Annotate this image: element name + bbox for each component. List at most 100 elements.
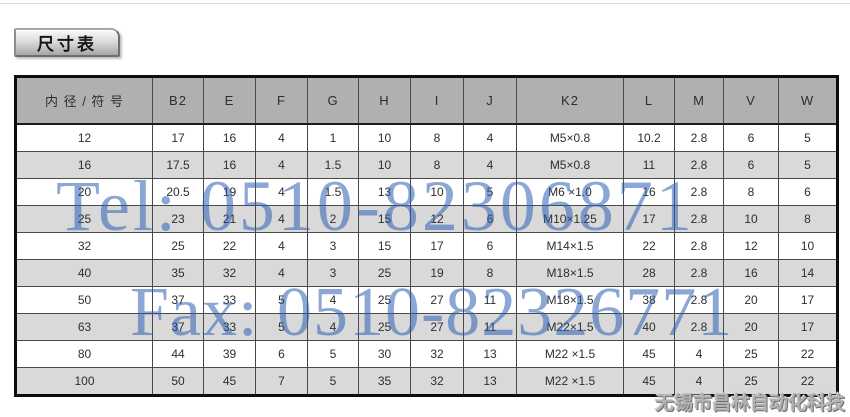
table-cell: 4 [307,313,359,341]
table-cell: 50 [15,286,153,314]
table-cell: 2.8 [674,232,724,260]
table-cell: 33 [203,313,256,341]
table-cell: 10 [723,205,779,233]
table-cell: 35 [358,367,411,396]
table-cell: 4 [255,123,308,152]
table-cell: 16 [15,151,153,179]
table-cell: 1.5 [307,151,359,179]
table-cell: 5 [255,313,308,341]
table-cell: 3 [307,259,359,287]
table-cell: 38 [623,286,675,314]
header-row: 内 径 / 符 号 B2 E F G H I J K2 L M V W [15,76,838,125]
table-cell: 8 [778,205,838,233]
page-title-label: 尺寸表 [37,35,97,54]
table-cell: 4 [307,286,359,314]
table-cell: 6 [255,340,308,368]
table-cell: M10×1.25 [516,205,624,233]
table-cell: 8 [463,259,517,287]
company-watermark: 无锡市昌林自动化科技 [654,393,845,414]
table-cell: 14 [778,259,838,287]
column-header: E [203,76,256,125]
column-header: B2 [152,76,204,125]
table-cell: 20 [723,286,779,314]
table-cell: 4 [255,205,308,233]
table-cell: 27 [410,286,464,314]
table-cell: 25 [723,367,779,396]
table-cell: 13 [358,178,411,206]
table-body: 12 17 16 4 1 10 8 4 M5×0.8 10.2 2.8 6 5 16 17.5 16 4 1.5 1… [15,123,838,396]
table-cell: 45 [623,367,675,396]
table-cell: 19 [410,259,464,287]
table-cell: 19 [203,178,256,206]
column-header: H [358,76,411,125]
table-cell: 15 [358,232,411,260]
table-cell: 22 [778,340,838,368]
table-cell: M6 ×1.0 [516,178,624,206]
column-header: K2 [516,76,624,125]
table-cell: 6 [463,232,517,260]
table-cell: 6 [778,178,838,206]
table-cell: 32 [410,340,464,368]
table-cell: 12 [410,205,464,233]
table-cell: 2.8 [674,123,724,152]
table-cell: 25 [15,205,153,233]
table-cell: 17.5 [152,151,204,179]
column-header: J [463,76,517,125]
table-cell: 32 [410,367,464,396]
table-cell: 35 [152,259,204,287]
table-cell: 22 [623,232,675,260]
table-cell: 11 [463,313,517,341]
table-cell: 5 [255,286,308,314]
table-cell: 22 [778,367,838,396]
page-title: 尺寸表 [14,28,120,57]
table-cell: M22 ×1.5 [516,367,624,396]
table-cell: 20 [15,178,153,206]
table-cell: 12 [15,123,153,152]
table-cell: M14×1.5 [516,232,624,260]
table-cell: 17 [152,123,204,152]
table-cell: 10 [778,232,838,260]
table-cell: 4 [674,340,724,368]
table-row: 16 17.5 16 4 1.5 10 8 4 M5×0.8 11 2.8 6 5 [15,151,838,179]
table-cell: 16 [203,123,256,152]
table-cell: 39 [203,340,256,368]
table-cell: 12 [723,232,779,260]
column-header: 内 径 / 符 号 [15,76,153,125]
table-cell: 23 [152,205,204,233]
table-cell: 5 [307,367,359,396]
top-divider-line [0,3,850,4]
table-cell: 10 [410,178,464,206]
column-header: V [723,76,779,125]
column-header: F [255,76,308,125]
table-cell: 10.2 [623,123,675,152]
table-cell: 20 [723,313,779,341]
table-cell: 20.5 [152,178,204,206]
table-cell: 80 [15,340,153,368]
table-cell: 4 [255,151,308,179]
table-cell: 25 [723,340,779,368]
table-cell: 3 [307,232,359,260]
table-cell: 16 [623,178,675,206]
table-row: 32 25 22 4 3 15 17 6 M14×1.5 22 2.8 12 10 [15,232,838,260]
table-cell: 5 [778,123,838,152]
table-cell: 10 [358,123,411,152]
column-header: I [410,76,464,125]
table-cell: 6 [723,123,779,152]
table-cell: 2.8 [674,286,724,314]
table-cell: 40 [15,259,153,287]
table-cell: 2 [307,205,359,233]
table-cell: M5×0.8 [516,123,624,152]
table-cell: 100 [15,367,153,396]
table-cell: 17 [410,232,464,260]
table-cell: M18×1.5 [516,286,624,314]
table-cell: 4 [255,232,308,260]
table-cell: 1 [307,123,359,152]
table-cell: 5 [307,340,359,368]
table-cell: 11 [463,286,517,314]
table-cell: 15 [358,205,411,233]
table-cell: 25 [358,313,411,341]
table-cell: 32 [15,232,153,260]
table-cell: 28 [623,259,675,287]
table-cell: 5 [463,178,517,206]
table-cell: 4 [255,178,308,206]
